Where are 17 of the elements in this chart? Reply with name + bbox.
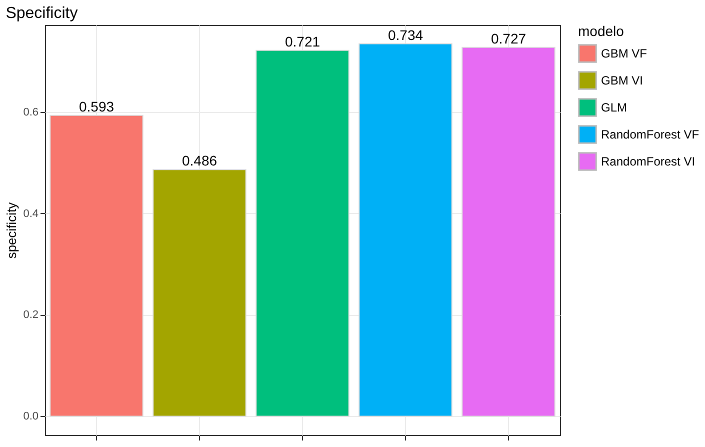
y-tick-label: 0.2	[23, 309, 38, 322]
y-tick-label: 0.4	[23, 208, 38, 220]
legend-label: RandomForest VI	[601, 154, 696, 168]
y-tick-label: 0.6	[23, 106, 38, 118]
data-label: 0.734	[388, 26, 424, 43]
data-label: 0.721	[284, 33, 320, 50]
y-tick-label: 0.0	[23, 410, 38, 423]
legend-label: RandomForest VF	[601, 128, 700, 142]
data-label: 0.486	[182, 152, 218, 169]
legend-label: GLM	[601, 100, 628, 114]
chart-title: Specificity	[6, 5, 78, 22]
y-axis-title: specificity	[4, 202, 20, 259]
data-label: 0.727	[490, 30, 526, 46]
legend-title: modelo	[578, 23, 624, 39]
legend-label: GBM VI	[601, 74, 644, 88]
legend-label: GBM VF	[601, 46, 648, 60]
data-label: 0.593	[78, 98, 114, 114]
